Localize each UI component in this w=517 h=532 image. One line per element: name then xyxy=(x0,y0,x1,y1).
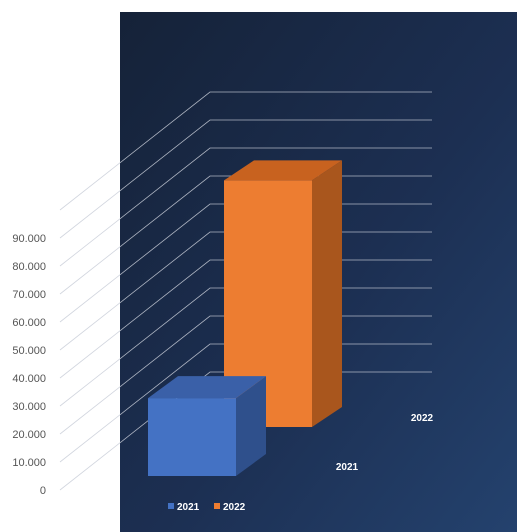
gridlines xyxy=(59,91,432,491)
category-label-2022: 2022 xyxy=(411,413,434,424)
bar-2021 xyxy=(148,376,266,476)
bar-2022-side xyxy=(312,160,342,427)
gridline-3 xyxy=(59,287,432,407)
gridline-4 xyxy=(59,259,432,379)
y-tick-label-7: 70.000 xyxy=(12,289,46,301)
y-tick-label-4: 40.000 xyxy=(12,373,46,385)
legend-swatch-2022 xyxy=(214,503,220,509)
y-tick-label-9: 90.000 xyxy=(12,233,46,245)
gridline-7 xyxy=(59,175,432,295)
gridline-0 xyxy=(59,371,432,491)
y-tick-label-3: 30.000 xyxy=(12,401,46,413)
legend-label-2022: 2022 xyxy=(223,502,246,513)
bars xyxy=(148,160,342,476)
gridline-8 xyxy=(59,147,432,267)
bar-2022-top xyxy=(224,160,342,181)
gridline-2 xyxy=(59,315,432,435)
y-tick-label-6: 60.000 xyxy=(12,317,46,329)
gridline-10 xyxy=(59,91,432,211)
bar-2021-front xyxy=(148,398,236,476)
y-tick-label-1: 10.000 xyxy=(12,457,46,469)
bar-2021-top xyxy=(148,376,266,399)
legend-swatch-2021 xyxy=(168,503,174,509)
y-axis-tick-labels: 0 10.000 20.000 30.000 40.000 50.000 60.000 70.… xyxy=(12,233,46,497)
gridline-5 xyxy=(59,231,432,351)
legend-label-2021: 2021 xyxy=(177,502,200,513)
bar-2021-side xyxy=(236,376,266,476)
gridline-6 xyxy=(59,203,432,323)
gridline-9 xyxy=(59,119,432,239)
gridline-1 xyxy=(59,343,432,463)
category-labels: 2021 2022 xyxy=(336,413,434,473)
y-tick-label-5: 50.000 xyxy=(12,345,46,357)
y-tick-label-0: 0 xyxy=(40,485,46,497)
category-label-2021: 2021 xyxy=(336,462,359,473)
y-tick-label-2: 20.000 xyxy=(12,429,46,441)
legend: 2021 2022 xyxy=(168,502,246,513)
y-tick-label-8: 80.000 xyxy=(12,261,46,273)
